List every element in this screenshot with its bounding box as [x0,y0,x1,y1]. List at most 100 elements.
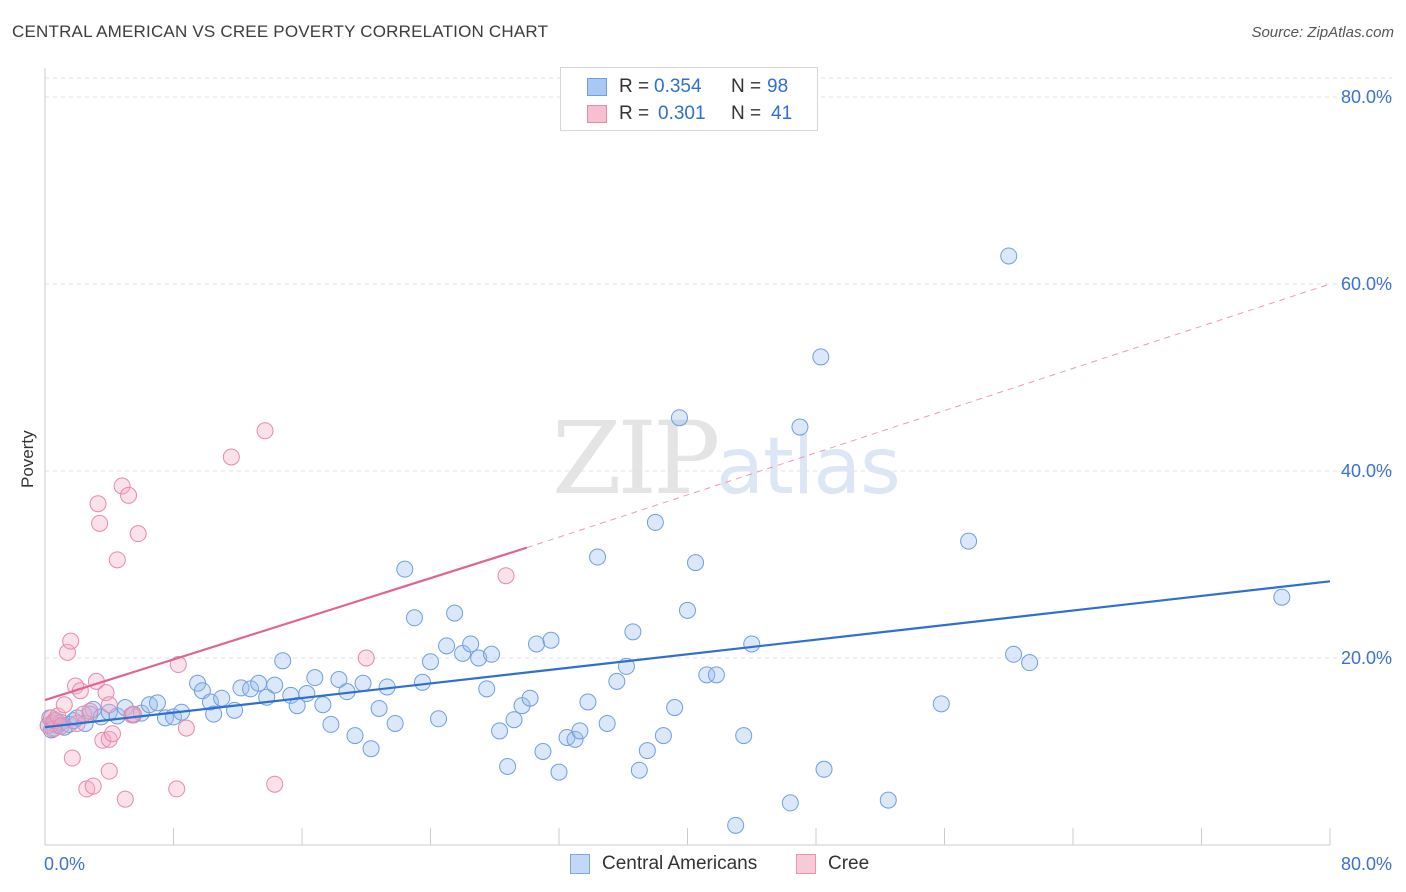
point-central-americans [362,740,380,758]
point-cree [58,643,76,661]
point-central-americans [396,560,414,578]
point-central-americans [791,418,809,436]
legend-n-value: 98 [767,76,789,97]
point-cree [116,790,134,808]
point-cree [497,567,515,585]
legend-r-value: 0.354 [654,76,702,97]
point-central-americans [232,679,250,697]
point-central-americans [213,689,231,707]
point-cree [103,725,121,743]
point-cree [94,731,112,749]
point-central-americans [446,604,464,622]
point-cree [84,777,102,795]
legend-n-label: N = [731,103,762,124]
watermark-zip: ZIP [552,400,720,517]
point-cree [108,551,126,569]
point-central-americans [505,711,523,729]
point-central-americans [499,757,517,775]
point-cree [177,719,195,737]
point-central-americans [430,710,448,728]
point-central-americans [646,513,664,531]
legend-swatch-cree [796,854,816,874]
legend-r-label: R = [619,76,650,97]
point-central-americans [528,635,546,653]
point-central-americans [698,666,716,684]
legend-n-value: 41 [771,103,793,124]
point-cree [357,649,375,667]
legend-swatch-pink [587,105,607,123]
point-central-americans [608,672,626,690]
y-tick-label: 80.0% [1341,87,1392,107]
watermark-atlas: atlas [716,422,900,512]
axes [44,68,1331,846]
point-cree [63,749,81,767]
point-cree [266,775,284,793]
point-central-americans [491,722,509,740]
point-central-americans [346,727,364,745]
point-central-americans [1273,588,1291,606]
legend-n-label: N = [731,76,762,97]
point-central-americans [932,695,950,713]
point-central-americans [666,699,684,717]
point-central-americans [638,742,656,760]
trend-line-cree-extension [526,283,1331,549]
data-points [39,247,1291,834]
legend-label-central-americans: Central Americans [602,853,758,874]
point-central-americans [679,601,696,619]
point-central-americans [571,722,589,740]
point-cree [55,696,73,714]
point-central-americans [370,699,388,717]
point-cree [81,702,99,720]
point-central-americans [250,674,268,692]
point-central-americans [815,760,833,778]
trend-line-cree [44,546,528,702]
legend-swatch-blue [587,78,607,96]
y-tick-label: 60.0% [1341,274,1392,294]
point-central-americans [314,696,332,714]
x-tick-label-max: 80.0% [1341,854,1392,874]
point-cree [168,780,186,798]
point-central-americans [205,705,223,723]
point-cree [91,514,109,532]
point-central-americans [960,532,978,550]
point-central-americans [462,635,480,653]
trend-line-central-americans [44,580,1331,729]
point-central-americans [478,680,496,698]
legend-cree: Cree [796,852,869,876]
point-central-americans [322,715,340,733]
point-central-americans [687,554,705,572]
point-central-americans [1021,654,1039,672]
point-cree [169,656,187,674]
point-cree [256,422,274,440]
point-cree [113,477,131,495]
y-tick-label: 20.0% [1341,648,1392,668]
point-central-americans [879,791,897,809]
legend-r-value: 0.301 [658,103,706,124]
point-central-americans [707,666,725,684]
x-tick-label-min: 0.0% [44,854,85,874]
point-central-americans [542,631,560,649]
point-central-americans [727,816,745,834]
point-central-americans [422,653,439,671]
point-cree [123,706,141,724]
point-central-americans [589,548,607,566]
point-central-americans [670,409,688,427]
point-central-americans [743,635,761,653]
point-central-americans [598,714,616,732]
legend-r-label: R = [619,103,650,124]
point-cree [222,448,240,466]
point-cree [89,495,107,513]
point-cree [129,525,147,543]
point-central-americans [735,727,753,745]
point-cree [100,730,118,748]
tick-labels: 20.0% 40.0% 60.0% 80.0% 0.0% 80.0% [44,87,1392,874]
point-central-americans [405,609,423,627]
legend-central-americans: Central Americans [570,852,757,876]
legend-label-cree: Cree [828,853,870,874]
point-cree [100,762,118,780]
point-cree [100,696,118,714]
y-tick-label: 40.0% [1341,461,1392,481]
source-label: Source: ZipAtlas.com [1251,24,1394,41]
legend-swatch-central-americans [570,854,590,874]
